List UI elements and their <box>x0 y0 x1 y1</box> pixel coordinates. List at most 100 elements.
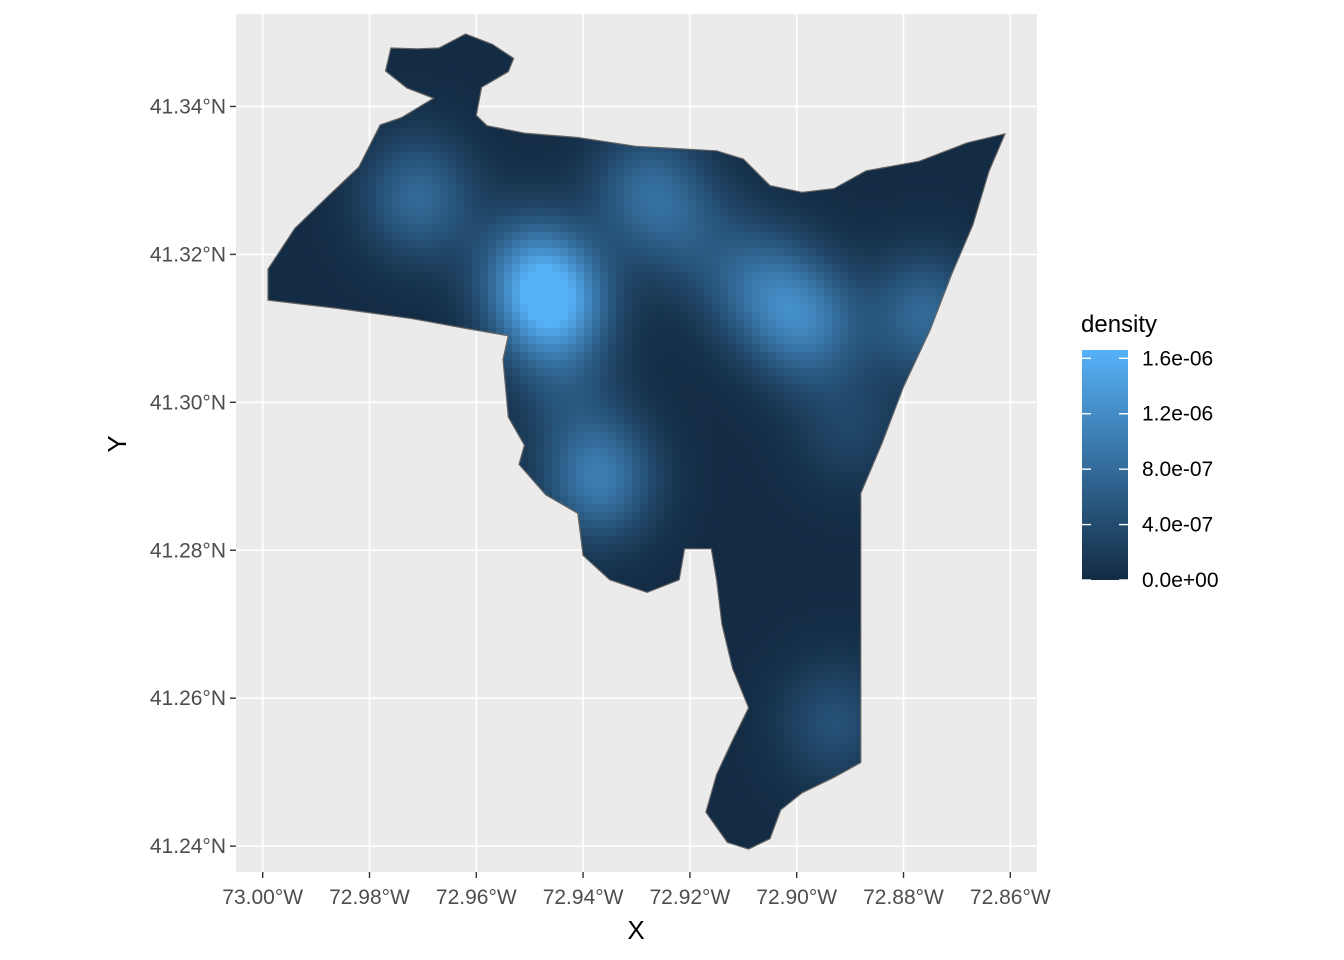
density-cell <box>736 256 745 265</box>
density-cell <box>328 272 337 281</box>
density-cell <box>808 360 817 369</box>
density-cell <box>328 200 337 209</box>
density-cell <box>456 256 465 265</box>
density-cell <box>976 152 985 161</box>
density-cell <box>760 400 769 409</box>
density-cell <box>784 312 793 321</box>
density-cell <box>696 368 705 377</box>
density-cell <box>632 416 641 425</box>
density-cell <box>840 224 849 233</box>
density-cell <box>816 312 825 321</box>
density-cell <box>848 336 857 345</box>
density-cell <box>824 416 833 425</box>
density-cell <box>784 216 793 225</box>
density-cell <box>792 264 801 273</box>
density-cell <box>832 216 841 225</box>
density-cell <box>304 224 313 233</box>
density-cell <box>896 232 905 241</box>
density-cell <box>584 416 593 425</box>
density-cell <box>672 248 681 257</box>
density-cell <box>720 256 729 265</box>
density-cell <box>600 304 609 313</box>
density-cell <box>664 400 673 409</box>
density-cell <box>560 352 569 361</box>
density-cell <box>600 264 609 273</box>
density-cell <box>672 288 681 297</box>
density-cell <box>936 280 945 289</box>
density-cell <box>584 424 593 433</box>
density-cell <box>560 344 569 353</box>
density-cell <box>672 416 681 425</box>
density-cell <box>664 392 673 401</box>
density-cell <box>480 64 489 73</box>
density-cell <box>488 192 497 201</box>
density-cell <box>392 48 401 57</box>
density-cell <box>656 360 665 369</box>
density-cell <box>408 72 417 81</box>
density-cell <box>560 256 569 265</box>
density-cell <box>432 104 441 113</box>
density-cell <box>640 256 649 265</box>
density-cell <box>584 272 593 281</box>
density-cell <box>816 376 825 385</box>
density-cell <box>712 368 721 377</box>
density-cell <box>496 272 505 281</box>
density-cell <box>520 176 529 185</box>
density-cell <box>512 344 521 353</box>
density-cell <box>592 184 601 193</box>
density-cell <box>672 256 681 265</box>
density-cell <box>824 400 833 409</box>
density-cell <box>944 184 953 193</box>
density-cell <box>808 248 817 257</box>
density-cell <box>536 144 545 153</box>
density-cell <box>592 256 601 265</box>
density-cell <box>400 256 409 265</box>
density-cell <box>496 232 505 241</box>
density-cell <box>744 216 753 225</box>
density-cell <box>824 352 833 361</box>
density-cell <box>776 320 785 329</box>
density-cell <box>928 160 937 169</box>
density-cell <box>912 312 921 321</box>
density-cell <box>728 264 737 273</box>
density-cell <box>768 288 777 297</box>
density-cell <box>784 288 793 297</box>
density-cell <box>664 408 673 417</box>
density-cell <box>512 320 521 329</box>
density-cell <box>920 176 929 185</box>
density-cell <box>408 216 417 225</box>
density-cell <box>696 336 705 345</box>
density-cell <box>800 344 809 353</box>
density-cell <box>768 272 777 281</box>
density-cell <box>536 424 545 433</box>
density-cell <box>624 304 633 313</box>
density-cell <box>424 272 433 281</box>
density-cell <box>560 304 569 313</box>
density-cell <box>832 256 841 265</box>
density-cell <box>688 216 697 225</box>
density-cell <box>496 208 505 217</box>
density-cell <box>672 448 681 457</box>
density-cell <box>776 248 785 257</box>
density-cell <box>520 160 529 169</box>
density-cell <box>872 320 881 329</box>
density-cell <box>696 160 705 169</box>
density-cell <box>440 208 449 217</box>
density-cell <box>664 280 673 289</box>
density-cell <box>768 328 777 337</box>
density-cell <box>896 224 905 233</box>
density-cell <box>856 256 865 265</box>
density-cell <box>584 200 593 209</box>
density-cell <box>712 352 721 361</box>
density-cell <box>576 312 585 321</box>
density-cell <box>816 344 825 353</box>
density-cell <box>856 400 865 409</box>
density-cell <box>400 288 409 297</box>
density-cell <box>944 192 953 201</box>
density-cell <box>872 240 881 249</box>
density-cell <box>448 176 457 185</box>
density-cell <box>480 48 489 57</box>
density-cell <box>768 248 777 257</box>
density-cell <box>568 184 577 193</box>
density-cell <box>592 312 601 321</box>
